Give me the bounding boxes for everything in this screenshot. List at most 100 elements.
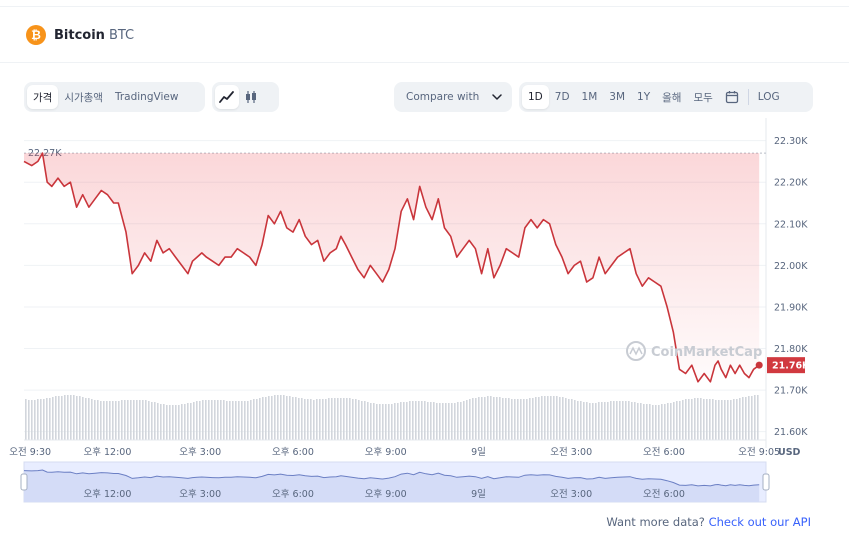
volume-bar bbox=[340, 398, 342, 440]
range-3m[interactable]: 3M bbox=[609, 91, 626, 103]
volume-bar bbox=[166, 405, 168, 440]
volume-bar bbox=[742, 397, 744, 440]
volume-bar bbox=[355, 399, 357, 440]
volume-bar bbox=[631, 402, 633, 440]
range-1y[interactable]: 1Y bbox=[637, 91, 651, 103]
volume-bar bbox=[529, 398, 531, 440]
volume-bar bbox=[571, 399, 573, 440]
volume-bar bbox=[247, 401, 249, 440]
volume-bar bbox=[616, 401, 618, 440]
coin-symbol: BTC bbox=[108, 27, 135, 43]
volume-bar bbox=[61, 396, 63, 440]
volume-bar bbox=[112, 401, 114, 440]
volume-bar bbox=[391, 404, 393, 440]
volume-bar bbox=[367, 402, 369, 440]
volume-bar bbox=[55, 396, 57, 440]
volume-bar bbox=[580, 401, 582, 440]
volume-bar bbox=[595, 403, 597, 440]
volume-bar bbox=[199, 401, 201, 440]
volume-bar bbox=[190, 403, 192, 440]
calendar-button[interactable] bbox=[719, 85, 745, 109]
range-separator bbox=[747, 89, 749, 105]
line-chart-button[interactable] bbox=[215, 85, 239, 109]
volume-bar bbox=[97, 400, 99, 440]
volume-bar bbox=[730, 400, 732, 440]
navigator-tick-label: 오후 9:00 bbox=[365, 489, 407, 500]
api-link[interactable]: Check out our API bbox=[708, 515, 811, 529]
volume-bar bbox=[487, 396, 489, 440]
volume-bar bbox=[151, 402, 153, 440]
api-promo-text: Want more data? bbox=[606, 515, 705, 529]
log-scale-toggle[interactable]: LOG bbox=[757, 91, 780, 103]
volume-bar bbox=[169, 405, 171, 440]
watermark-icon bbox=[626, 341, 646, 361]
volume-bar bbox=[298, 398, 300, 440]
volume-bar bbox=[43, 399, 45, 440]
price-area bbox=[24, 153, 760, 382]
volume-bar bbox=[697, 398, 699, 440]
volume-bar bbox=[124, 400, 126, 440]
volume-bar bbox=[136, 400, 138, 440]
volume-bar bbox=[706, 399, 708, 440]
volume-bar bbox=[586, 402, 588, 440]
volume-bar bbox=[325, 399, 327, 440]
range-1m[interactable]: 1M bbox=[581, 91, 598, 103]
y-tick-label: 22.00K bbox=[774, 261, 808, 272]
last-price-dot bbox=[755, 361, 763, 369]
volume-bar bbox=[538, 397, 540, 440]
volume-bar bbox=[373, 403, 375, 440]
volume-bar bbox=[619, 401, 621, 440]
api-promo: Want more data? Check out our API bbox=[606, 515, 811, 529]
candlestick-button[interactable] bbox=[239, 85, 263, 109]
volume-bar bbox=[196, 401, 198, 440]
currency-label: USD bbox=[778, 447, 801, 458]
volume-bar bbox=[208, 400, 210, 440]
volume-bar bbox=[655, 405, 657, 440]
volume-bar bbox=[223, 400, 225, 440]
volume-bar bbox=[601, 402, 603, 440]
volume-bar bbox=[436, 403, 438, 440]
range-all[interactable]: 모두 bbox=[693, 91, 713, 104]
volume-bar bbox=[139, 400, 141, 440]
volume-bar bbox=[406, 402, 408, 440]
volume-bar bbox=[277, 395, 279, 440]
range-ytd[interactable]: 올해 bbox=[662, 91, 682, 104]
compare-with-dropdown[interactable]: Compare with bbox=[394, 82, 512, 112]
volume-bar bbox=[523, 399, 525, 440]
volume-bar bbox=[106, 401, 108, 440]
volume-bar bbox=[754, 395, 756, 440]
volume-bar bbox=[349, 398, 351, 440]
volume-bar bbox=[514, 399, 516, 440]
volume-bar bbox=[70, 395, 72, 440]
volume-bar bbox=[472, 398, 474, 440]
volume-bar bbox=[751, 396, 753, 440]
volume-bar bbox=[526, 399, 528, 440]
chart-type-group bbox=[212, 82, 279, 112]
volume-bar bbox=[733, 399, 735, 440]
x-tick-label: 오후 6:00 bbox=[272, 447, 314, 458]
volume-bar bbox=[343, 398, 345, 440]
tab-market-cap[interactable]: 시가총액 bbox=[64, 91, 103, 104]
tab-tradingview[interactable]: TradingView bbox=[114, 91, 179, 103]
range-7d[interactable]: 7D bbox=[554, 91, 570, 103]
volume-bar bbox=[484, 397, 486, 440]
volume-bar bbox=[604, 402, 606, 440]
volume-bar bbox=[37, 399, 39, 440]
volume-bar bbox=[412, 401, 414, 440]
volume-bar bbox=[28, 400, 30, 440]
tab-price[interactable]: 가격 bbox=[27, 85, 59, 109]
volume-bar bbox=[643, 404, 645, 440]
volume-bar bbox=[640, 403, 642, 440]
volume-bar bbox=[25, 399, 27, 440]
price-chart[interactable]: 22.30K 22.20K 22.10K 22.00K 21.90K 21.80K 21.7… bbox=[0, 118, 849, 513]
volume-bar bbox=[181, 404, 183, 440]
volume-bar bbox=[739, 398, 741, 440]
volume-bar bbox=[58, 396, 60, 440]
watermark-icon-mark bbox=[629, 346, 643, 356]
volume-bar bbox=[238, 401, 240, 440]
range-1d[interactable]: 1D bbox=[522, 85, 549, 109]
volume-bar bbox=[148, 401, 150, 440]
volume-bar bbox=[103, 401, 105, 440]
last-price-badge bbox=[767, 357, 805, 374]
volume-bar bbox=[130, 400, 132, 440]
